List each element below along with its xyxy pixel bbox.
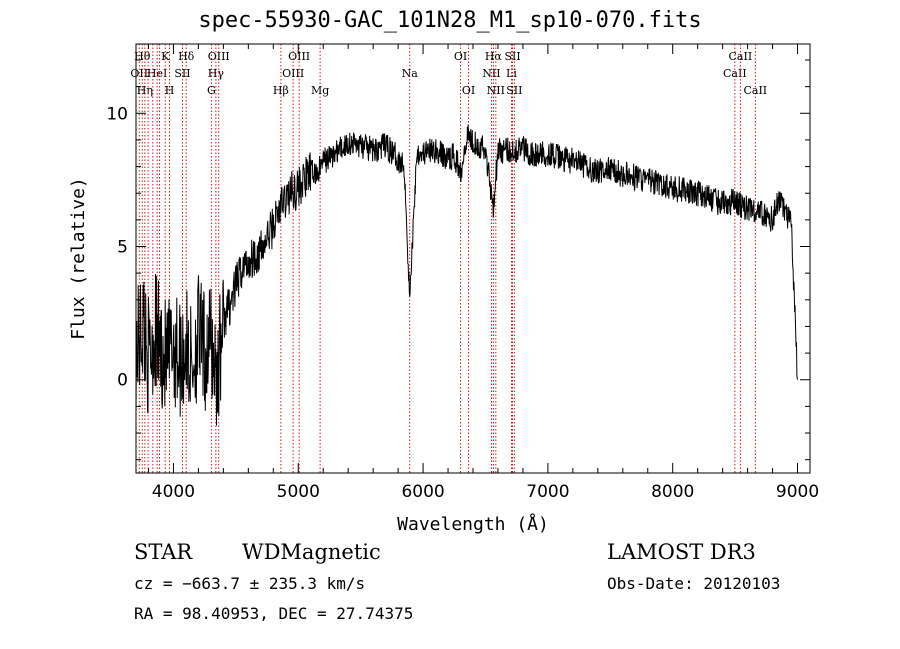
line-marker-label: OI [462, 84, 475, 97]
line-marker-label: OIII [282, 67, 304, 80]
line-marker-label: Mg [311, 84, 329, 97]
line-marker-label: HeI [147, 67, 167, 80]
line-marker-label: SII [174, 67, 190, 80]
line-marker-label: K [161, 50, 170, 63]
line-marker-label: OIII [208, 50, 230, 63]
line-marker-label: CaII [729, 50, 753, 63]
x-tick-label: 6000 [401, 482, 444, 502]
line-marker-label: Hγ [208, 67, 225, 80]
line-marker-label: Hη [137, 84, 153, 97]
x-tick-label: 7000 [526, 482, 569, 502]
line-marker-label: SII [506, 84, 522, 97]
line-marker-label: Hβ [273, 84, 289, 97]
x-tick-label: 9000 [776, 482, 819, 502]
line-marker-label: H [165, 84, 175, 97]
line-marker-label: G [207, 84, 216, 97]
survey-name: LAMOST DR3 [607, 540, 756, 564]
line-marker-label: Na [402, 67, 419, 80]
line-marker-label: OIII [288, 50, 310, 63]
line-marker-label: NII [487, 84, 505, 97]
line-marker-label: SII [504, 50, 520, 63]
x-tick-label: 5000 [277, 482, 320, 502]
flux-series-line [135, 124, 798, 426]
observation-date: Obs-Date: 20120103 [607, 574, 781, 593]
line-marker-label: Hα [485, 50, 503, 63]
x-tick-label: 4000 [152, 482, 195, 502]
line-marker-label: NII [482, 67, 500, 80]
line-marker-label: CaII [743, 84, 767, 97]
ra-dec-coordinates: RA = 98.40953, DEC = 27.74375 [134, 604, 414, 623]
y-axis-label: Flux (relative) [68, 177, 89, 340]
object-class: STAR [134, 540, 193, 564]
object-subclass: WDMagnetic [242, 540, 381, 564]
line-marker-label: Hδ [178, 50, 195, 63]
plot-frame [135, 43, 811, 474]
y-tick-label: 0 [117, 371, 128, 391]
chart-title: spec-55930-GAC_101N28_M1_sp10-070.fits [198, 8, 702, 33]
x-axis-label: Wavelength (Å) [397, 513, 549, 535]
redshift-velocity: cz = −663.7 ± 235.3 km/s [134, 574, 366, 593]
x-tick-label: 8000 [651, 482, 694, 502]
line-marker-label: OI [454, 50, 467, 63]
line-marker-label: CaII [723, 67, 747, 80]
line-marker-label: Li [506, 67, 517, 80]
y-tick-label: 10 [106, 104, 128, 124]
line-marker-label: OII [130, 67, 148, 80]
y-tick-label: 5 [117, 238, 128, 258]
